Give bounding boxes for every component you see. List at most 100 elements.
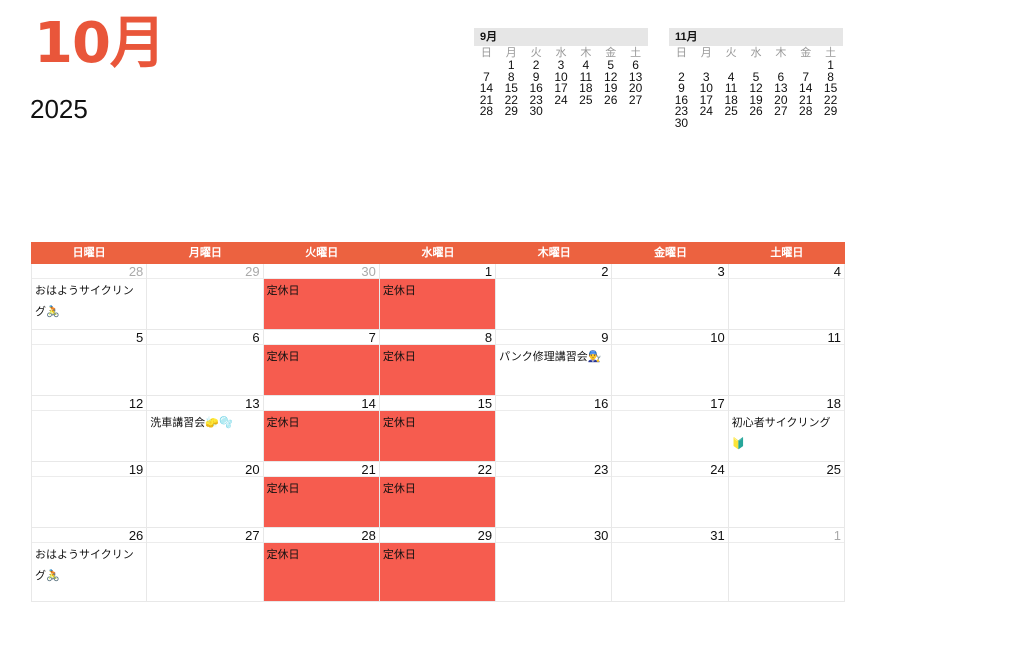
mini-day[interactable]: 30 [529, 104, 543, 118]
day-cell[interactable]: 24 [612, 462, 729, 528]
closed-day-label[interactable]: 定休日 [382, 548, 416, 561]
day-cell[interactable]: 6 [147, 330, 264, 396]
mini-day[interactable]: 15 [504, 81, 518, 95]
closed-day-label[interactable]: 定休日 [382, 284, 416, 297]
mini-day[interactable]: 3 [702, 69, 710, 84]
mini-day[interactable]: 28 [479, 104, 494, 118]
day-cell[interactable]: 22 定休日 [379, 462, 497, 528]
mini-day[interactable]: 30 [674, 115, 689, 130]
mini-day[interactable]: 11 [724, 81, 738, 95]
mini-day[interactable]: 7 [802, 69, 810, 84]
mini-day[interactable]: 5 [752, 69, 760, 84]
mini-day[interactable]: 13 [774, 81, 788, 95]
mini-day[interactable]: 1 [507, 58, 515, 72]
day-cell[interactable]: 29 定休日 [379, 528, 497, 602]
day-cell[interactable]: 28 おはようサイクリング🚴 [31, 264, 148, 330]
closed-day-label[interactable]: 定休日 [382, 350, 416, 363]
event-label[interactable]: おはようサイクリング🚴 [35, 548, 134, 582]
mini-day[interactable]: 9 [678, 81, 685, 95]
mini-day[interactable]: 20 [628, 81, 643, 95]
day-cell[interactable]: 2 [496, 264, 613, 330]
mini-day[interactable]: 10 [699, 81, 713, 95]
mini-day[interactable]: 11 [579, 69, 593, 84]
closed-day-label[interactable]: 定休日 [266, 482, 300, 495]
closed-day-label[interactable]: 定休日 [266, 416, 300, 429]
day-cell[interactable]: 7 定休日 [263, 330, 380, 396]
event-label[interactable]: パンク修理講習会👨‍🔧 [499, 350, 602, 363]
mini-day[interactable]: 22 [823, 92, 838, 107]
mini-day[interactable]: 25 [579, 92, 593, 107]
event-label[interactable]: おはようサイクリング🚴 [35, 284, 134, 318]
mini-day[interactable]: 4 [582, 58, 590, 72]
closed-day-label[interactable]: 定休日 [382, 416, 416, 429]
mini-day[interactable]: 4 [727, 69, 735, 84]
day-cell[interactable]: 20 [147, 462, 264, 528]
day-cell[interactable]: 27 [147, 528, 264, 602]
mini-day[interactable]: 2 [532, 58, 540, 72]
mini-day[interactable]: 15 [823, 81, 838, 95]
day-cell[interactable]: 8 定休日 [379, 330, 497, 396]
mini-day[interactable]: 6 [632, 58, 639, 72]
mini-day[interactable]: 13 [628, 69, 643, 84]
mini-day[interactable]: 19 [604, 81, 618, 95]
mini-day[interactable]: 16 [674, 92, 689, 107]
event-label[interactable]: 洗車講習会🧽🫧 [150, 416, 233, 429]
mini-day[interactable]: 1 [827, 58, 834, 72]
day-cell[interactable]: 21 定休日 [263, 462, 380, 528]
mini-day[interactable]: 9 [532, 69, 540, 84]
mini-day[interactable]: 26 [749, 104, 763, 118]
mini-day[interactable]: 24 [699, 104, 713, 118]
mini-day[interactable]: 2 [678, 69, 685, 84]
day-cell[interactable]: 31 [612, 528, 729, 602]
day-cell[interactable]: 16 [496, 396, 613, 462]
mini-day[interactable]: 23 [529, 92, 543, 107]
closed-day-label[interactable]: 定休日 [266, 548, 300, 561]
day-cell[interactable]: 29 [147, 264, 264, 330]
day-cell[interactable]: 25 [728, 462, 845, 528]
mini-day[interactable]: 27 [774, 104, 788, 118]
day-cell[interactable]: 30 [496, 528, 613, 602]
mini-day[interactable]: 17 [699, 92, 713, 107]
day-cell[interactable]: 10 [612, 330, 729, 396]
day-cell[interactable]: 13 洗車講習会🧽🫧 [147, 396, 264, 462]
mini-day[interactable]: 29 [504, 104, 518, 118]
mini-day[interactable]: 24 [554, 92, 568, 107]
mini-day[interactable]: 29 [823, 104, 838, 118]
day-cell[interactable]: 5 [31, 330, 148, 396]
mini-day[interactable]: 16 [529, 81, 543, 95]
mini-day[interactable]: 5 [607, 58, 615, 72]
mini-day[interactable]: 7 [483, 69, 490, 84]
day-cell[interactable]: 17 [612, 396, 729, 462]
day-cell[interactable]: 19 [31, 462, 148, 528]
mini-day[interactable]: 17 [554, 81, 568, 95]
mini-day[interactable]: 12 [604, 69, 618, 84]
day-cell[interactable]: 14 定休日 [263, 396, 380, 462]
day-cell[interactable]: 11 [728, 330, 845, 396]
mini-day[interactable]: 21 [479, 92, 494, 107]
mini-day[interactable]: 25 [724, 104, 738, 118]
day-cell[interactable]: 3 [612, 264, 729, 330]
mini-day[interactable]: 23 [674, 104, 689, 118]
mini-day[interactable]: 22 [504, 92, 518, 107]
mini-day[interactable]: 3 [557, 58, 565, 72]
mini-day[interactable]: 14 [479, 81, 494, 95]
mini-day[interactable]: 26 [604, 92, 618, 107]
day-cell[interactable]: 1 定休日 [379, 264, 497, 330]
day-cell[interactable]: 1 [728, 528, 845, 602]
closed-day-label[interactable]: 定休日 [266, 350, 300, 363]
day-cell[interactable]: 12 [31, 396, 148, 462]
day-cell[interactable]: 15 定休日 [379, 396, 497, 462]
mini-day[interactable]: 18 [724, 92, 738, 107]
mini-day[interactable]: 28 [799, 104, 813, 118]
day-cell[interactable]: 23 [496, 462, 613, 528]
day-cell[interactable]: 4 [728, 264, 845, 330]
mini-day[interactable]: 6 [777, 69, 785, 84]
mini-day[interactable]: 8 [827, 69, 834, 84]
mini-day[interactable]: 18 [579, 81, 593, 95]
day-cell[interactable]: 18 初心者サイクリング🔰 [728, 396, 845, 462]
mini-day[interactable]: 21 [799, 92, 813, 107]
day-cell[interactable]: 9 パンク修理講習会👨‍🔧 [496, 330, 613, 396]
day-cell[interactable]: 28 定休日 [263, 528, 380, 602]
day-cell[interactable]: 30 定休日 [263, 264, 380, 330]
event-label[interactable]: 初心者サイクリング🔰 [731, 416, 831, 450]
